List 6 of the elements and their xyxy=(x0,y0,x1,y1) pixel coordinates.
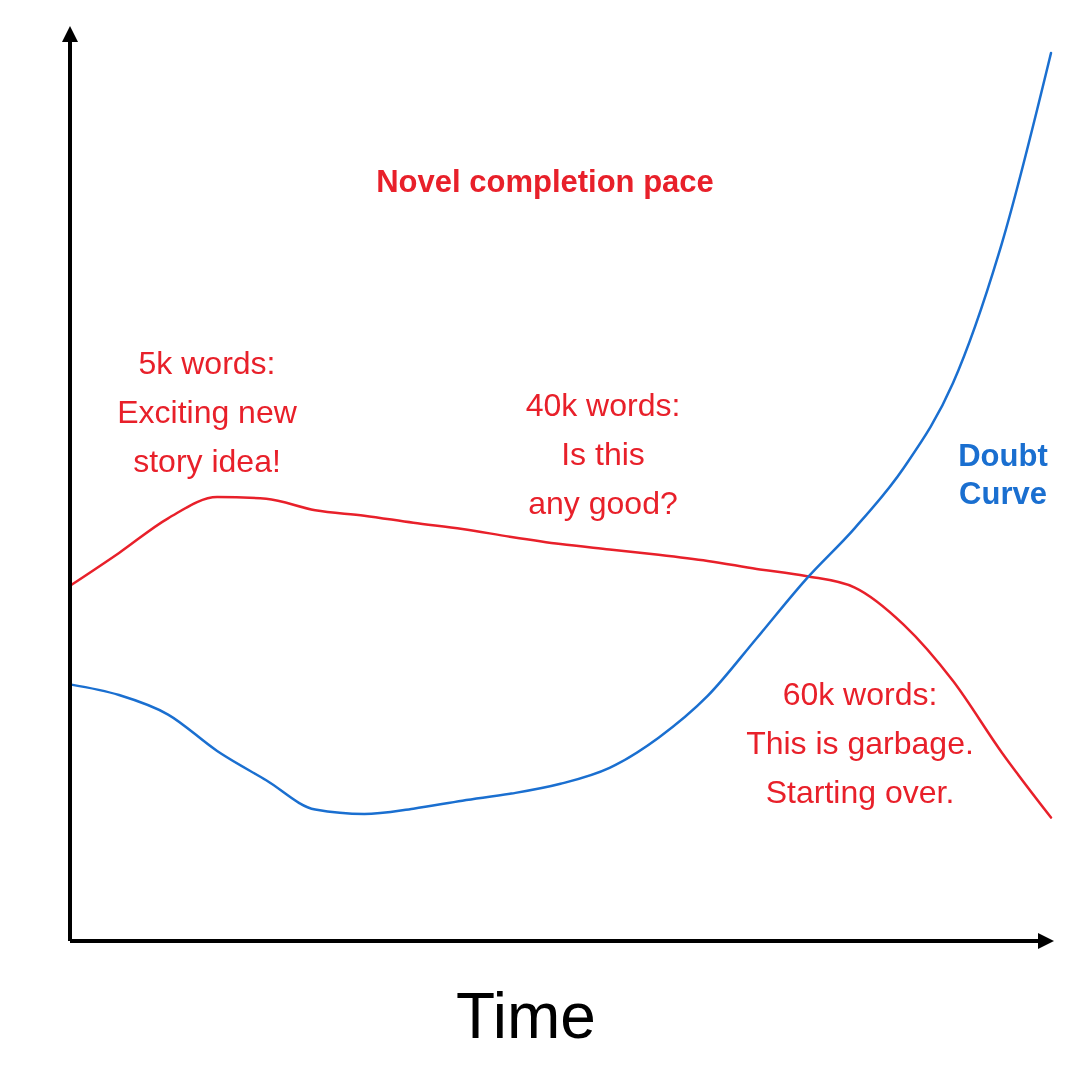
x-axis-title: Time xyxy=(456,980,596,1052)
annotation: 60k words: This is garbage. Starting over. xyxy=(746,676,974,810)
series-label: Doubt Curve xyxy=(958,438,1048,511)
annotation: 40k words: Is this any good? xyxy=(525,387,681,521)
annotation: 5k words: Exciting new story idea! xyxy=(117,345,298,479)
text: Novel completion pace xyxy=(376,164,714,199)
